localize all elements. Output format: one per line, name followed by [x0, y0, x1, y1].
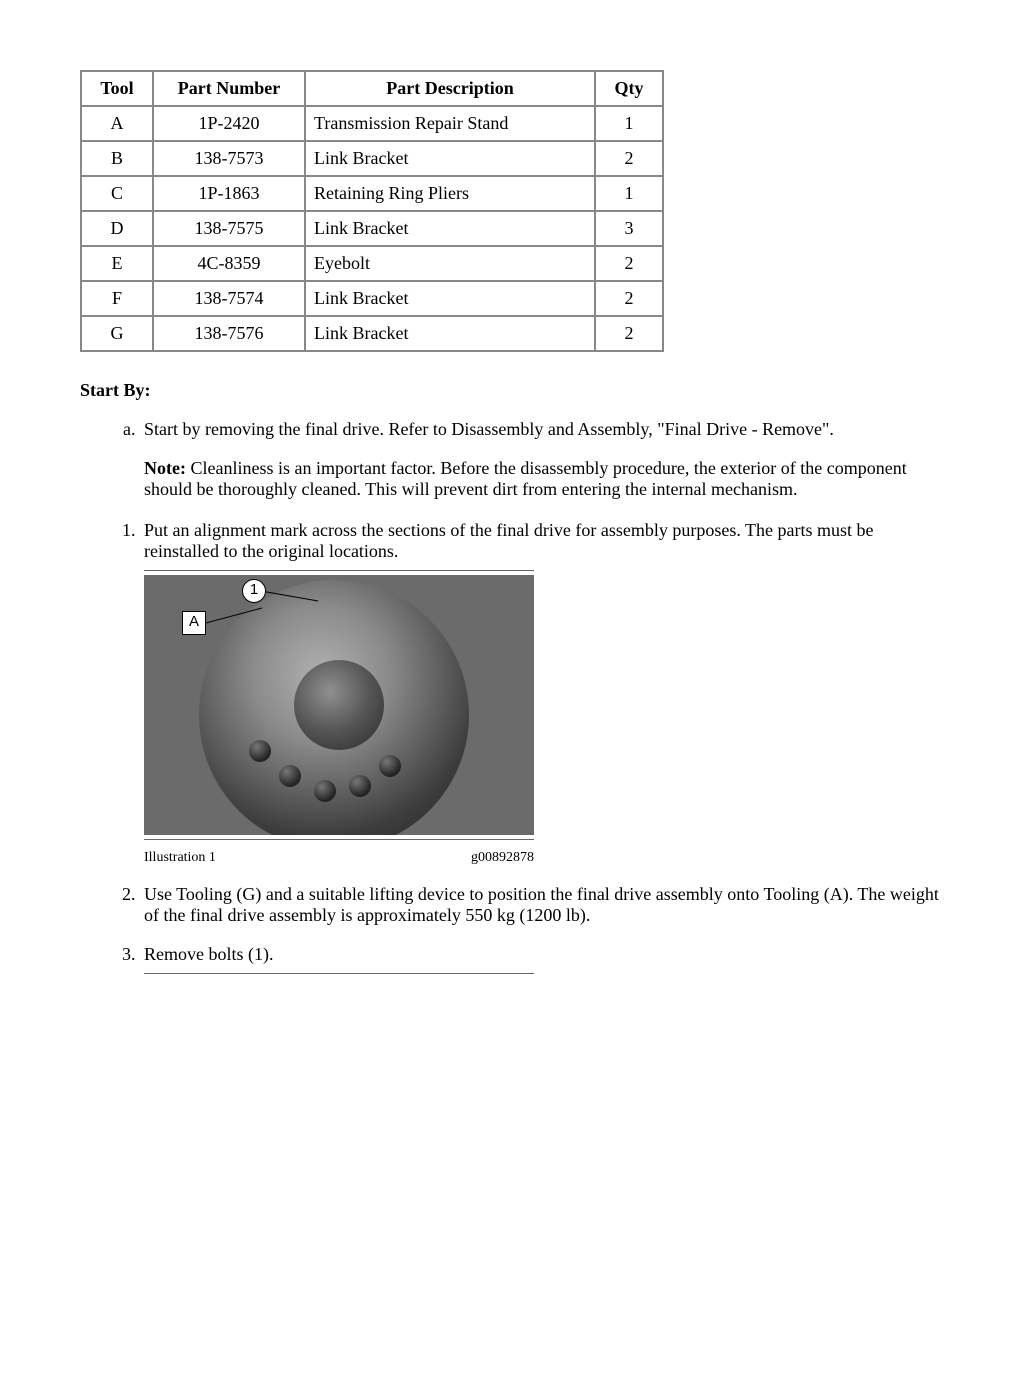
cell-desc: Link Bracket: [305, 316, 595, 351]
cell-tool: E: [81, 246, 153, 281]
step-1: Put an alignment mark across the section…: [140, 520, 944, 866]
step-3-text: Remove bolts (1).: [144, 944, 273, 964]
illustration-1-image: 1 A: [144, 575, 534, 835]
cell-qty: 1: [595, 106, 663, 141]
cell-qty: 2: [595, 316, 663, 351]
figure-rule-bottom: [144, 839, 534, 840]
step-3: Remove bolts (1).: [140, 944, 944, 974]
cell-desc: Link Bracket: [305, 281, 595, 316]
cell-tool: C: [81, 176, 153, 211]
col-tool: Tool: [81, 71, 153, 106]
cell-qty: 2: [595, 281, 663, 316]
cell-desc: Eyebolt: [305, 246, 595, 281]
table-row: E4C-8359Eyebolt2: [81, 246, 663, 281]
cell-tool: A: [81, 106, 153, 141]
table-row: C1P-1863Retaining Ring Pliers1: [81, 176, 663, 211]
cell-pn: 4C-8359: [153, 246, 305, 281]
table-row: F138-7574Link Bracket2: [81, 281, 663, 316]
table-row: D138-7575Link Bracket3: [81, 211, 663, 246]
cell-qty: 1: [595, 176, 663, 211]
cell-desc: Link Bracket: [305, 141, 595, 176]
cell-tool: G: [81, 316, 153, 351]
cell-desc: Retaining Ring Pliers: [305, 176, 595, 211]
col-desc: Part Description: [305, 71, 595, 106]
col-qty: Qty: [595, 71, 663, 106]
cell-tool: F: [81, 281, 153, 316]
bolt-hole: [249, 740, 271, 762]
cell-tool: B: [81, 141, 153, 176]
cell-qty: 3: [595, 211, 663, 246]
start-by-heading: Start By:: [80, 380, 944, 401]
illustration-label: Illustration 1: [144, 850, 216, 866]
cell-tool: D: [81, 211, 153, 246]
step-2-text: Use Tooling (G) and a suitable lifting d…: [144, 884, 939, 925]
bolt-hole: [279, 765, 301, 787]
illustration-code: g00892878: [471, 850, 534, 866]
figure-2-start: [144, 973, 944, 974]
figure-rule-top: [144, 570, 534, 571]
cell-qty: 2: [595, 141, 663, 176]
bolt-hole: [349, 775, 371, 797]
step-1-text: Put an alignment mark across the section…: [144, 520, 874, 561]
note-text: Cleanliness is an important factor. Befo…: [144, 458, 907, 499]
table-row: A1P-2420Transmission Repair Stand1: [81, 106, 663, 141]
cell-desc: Transmission Repair Stand: [305, 106, 595, 141]
table-row: B138-7573Link Bracket2: [81, 141, 663, 176]
note-block: Note: Cleanliness is an important factor…: [144, 458, 944, 500]
start-by-item-a: Start by removing the final drive. Refer…: [140, 419, 944, 500]
cell-pn: 138-7575: [153, 211, 305, 246]
callout-a: A: [182, 611, 206, 635]
cell-pn: 1P-2420: [153, 106, 305, 141]
item-a-text: Start by removing the final drive. Refer…: [144, 419, 834, 439]
callout-1: 1: [242, 579, 266, 603]
note-label: Note:: [144, 458, 186, 478]
col-pn: Part Number: [153, 71, 305, 106]
cell-pn: 1P-1863: [153, 176, 305, 211]
cell-qty: 2: [595, 246, 663, 281]
bolt-hole: [314, 780, 336, 802]
cell-pn: 138-7574: [153, 281, 305, 316]
figure-1: 1 A Illustration 1 g00892878: [144, 570, 944, 866]
step-2: Use Tooling (G) and a suitable lifting d…: [140, 884, 944, 926]
figure-rule-top-2: [144, 973, 534, 974]
figure-caption: Illustration 1 g00892878: [144, 850, 534, 866]
tools-table: Tool Part Number Part Description Qty A1…: [80, 70, 664, 352]
table-row: G138-7576Link Bracket2: [81, 316, 663, 351]
cell-pn: 138-7576: [153, 316, 305, 351]
cell-desc: Link Bracket: [305, 211, 595, 246]
cell-pn: 138-7573: [153, 141, 305, 176]
bolt-hole: [379, 755, 401, 777]
final-drive-center: [294, 660, 384, 750]
table-header-row: Tool Part Number Part Description Qty: [81, 71, 663, 106]
